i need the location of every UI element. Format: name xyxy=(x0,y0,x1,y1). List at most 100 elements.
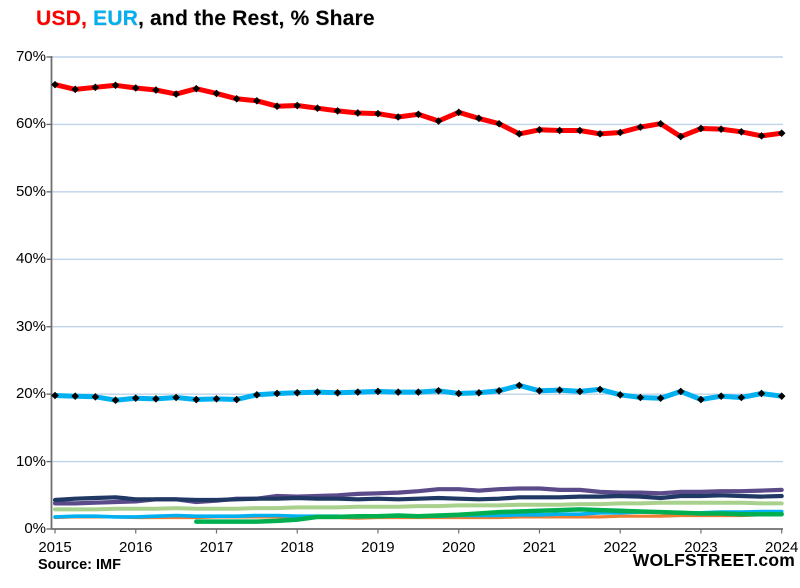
data-point-marker-EUR xyxy=(475,388,483,397)
y-axis-tick-label: 70% xyxy=(15,47,46,65)
data-point-marker-USD xyxy=(353,109,362,117)
data-point-marker-EUR xyxy=(454,389,463,398)
data-point-marker-EUR xyxy=(636,393,645,402)
data-point-marker-EUR xyxy=(676,387,685,396)
data-point-marker-EUR xyxy=(232,395,241,404)
data-point-marker-EUR xyxy=(596,385,604,394)
data-point-marker-USD xyxy=(414,110,423,119)
chart-title-segment: EUR xyxy=(86,7,138,30)
data-point-marker-USD xyxy=(757,132,766,140)
data-point-marker-USD xyxy=(676,132,685,141)
data-point-marker-USD xyxy=(253,97,261,105)
chart-title: USD, EUR, and the Rest, % Share xyxy=(36,7,375,31)
data-point-marker-USD xyxy=(737,128,746,136)
series-line-rest-green xyxy=(194,507,784,524)
data-point-marker-EUR xyxy=(576,387,584,396)
x-axis-tick-label: 2016 xyxy=(119,539,153,556)
series-line-rest-light-green xyxy=(53,500,784,512)
data-point-marker-EUR xyxy=(51,391,59,400)
data-point-marker-USD xyxy=(656,119,665,128)
data-point-marker-USD xyxy=(192,84,201,93)
data-point-marker-USD xyxy=(293,101,302,110)
data-point-marker-EUR xyxy=(91,393,100,401)
data-point-marker-EUR xyxy=(737,393,746,402)
data-point-marker-USD xyxy=(71,85,79,94)
data-point-marker-EUR xyxy=(273,389,281,398)
data-point-marker-USD xyxy=(717,125,725,133)
data-point-marker-USD xyxy=(515,130,524,138)
x-axis-tick-label: 2019 xyxy=(361,539,395,556)
data-point-marker-USD xyxy=(232,94,241,103)
data-point-marker-EUR xyxy=(212,395,221,403)
data-point-marker-USD xyxy=(495,119,503,128)
chart-title-segment: USD, xyxy=(36,7,87,30)
data-point-marker-EUR xyxy=(71,392,79,400)
data-point-marker-USD xyxy=(616,128,625,137)
data-point-marker-USD xyxy=(51,80,59,89)
y-axis-tick-label: 60% xyxy=(15,115,46,133)
data-point-marker-EUR xyxy=(313,388,322,396)
data-point-marker-EUR xyxy=(333,388,342,397)
y-axis-tick-label: 0% xyxy=(24,520,46,537)
data-point-marker-USD xyxy=(333,107,342,115)
data-point-marker-EUR xyxy=(495,386,503,395)
data-point-marker-EUR xyxy=(777,392,786,400)
source-note: Source: IMF xyxy=(38,557,121,573)
data-point-marker-USD xyxy=(535,126,544,134)
data-point-marker-EUR xyxy=(414,388,423,396)
data-point-marker-USD xyxy=(111,81,120,90)
data-point-marker-EUR xyxy=(757,389,766,398)
data-point-marker-EUR xyxy=(293,388,302,397)
data-point-marker-USD xyxy=(172,90,180,98)
y-axis-tick-label: 50% xyxy=(15,182,46,200)
data-point-marker-EUR xyxy=(717,392,725,400)
data-point-marker-USD xyxy=(636,123,645,131)
data-point-marker-EUR xyxy=(555,386,564,394)
data-point-marker-USD xyxy=(576,126,584,135)
chart-title-segment: , and the Rest, % Share xyxy=(137,7,375,30)
data-point-marker-USD xyxy=(697,124,705,133)
data-point-marker-EUR xyxy=(697,395,705,404)
x-axis-tick-label: 2024 xyxy=(765,539,799,556)
x-axis-tick-label: 2015 xyxy=(38,539,72,556)
data-point-marker-USD xyxy=(454,108,463,117)
data-point-marker-EUR xyxy=(535,386,544,395)
data-point-marker-USD xyxy=(152,86,160,94)
y-axis-tick-label: 30% xyxy=(15,317,46,335)
data-point-marker-EUR xyxy=(152,395,160,403)
watermark: WOLFSTREET.com xyxy=(632,550,795,570)
data-point-marker-USD xyxy=(273,102,281,111)
data-point-marker-USD xyxy=(475,114,483,123)
data-point-marker-EUR xyxy=(515,381,524,390)
data-point-marker-EUR xyxy=(192,395,201,404)
data-point-marker-EUR xyxy=(172,393,180,402)
data-point-marker-USD xyxy=(374,109,382,118)
data-point-marker-EUR xyxy=(253,391,261,399)
data-point-marker-USD xyxy=(212,89,221,98)
data-point-marker-USD xyxy=(394,113,402,121)
data-point-marker-USD xyxy=(91,83,100,92)
data-point-marker-EUR xyxy=(394,388,402,396)
x-axis-tick-label: 2023 xyxy=(684,539,718,556)
y-axis-tick-label: 20% xyxy=(15,385,46,403)
data-point-marker-EUR xyxy=(656,394,665,402)
data-point-marker-EUR xyxy=(616,391,625,399)
data-point-marker-USD xyxy=(434,117,443,125)
x-axis-tick-label: 2018 xyxy=(280,539,314,556)
series-line-rest-dark-navy xyxy=(52,493,784,503)
data-point-marker-USD xyxy=(555,126,564,135)
data-point-marker-EUR xyxy=(353,388,362,396)
data-point-marker-USD xyxy=(777,129,786,137)
x-axis-tick-label: 2022 xyxy=(603,539,637,556)
x-axis-tick-label: 2021 xyxy=(522,539,557,556)
x-axis-tick-label: 2020 xyxy=(442,539,476,556)
data-point-marker-EUR xyxy=(374,387,382,396)
data-point-marker-USD xyxy=(313,104,322,113)
y-axis-tick-label: 40% xyxy=(15,250,46,268)
data-point-marker-EUR xyxy=(131,394,140,402)
y-axis-tick-label: 10% xyxy=(15,452,46,470)
data-point-marker-EUR xyxy=(111,396,120,405)
data-point-marker-USD xyxy=(596,130,604,138)
